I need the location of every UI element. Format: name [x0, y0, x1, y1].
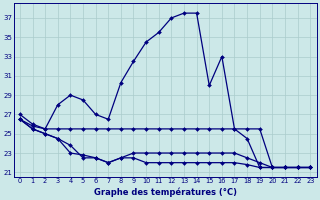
X-axis label: Graphe des températures (°C): Graphe des températures (°C) [93, 187, 236, 197]
